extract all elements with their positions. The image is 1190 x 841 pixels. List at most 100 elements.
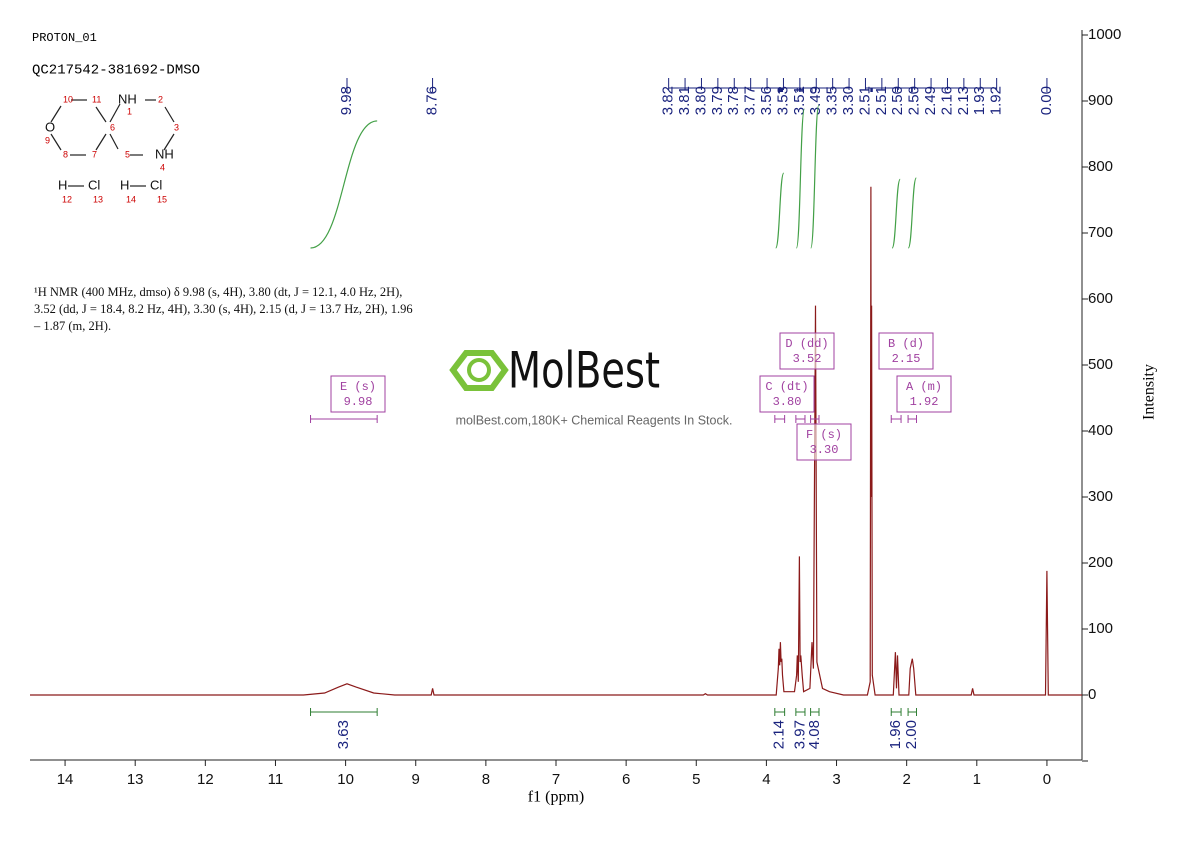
x-tick-label: 3 [832, 771, 840, 788]
atom-label: H [58, 177, 67, 192]
peak-label: 2.16 [938, 86, 955, 115]
x-tick-label: 12 [197, 771, 214, 788]
peak-label: 3.82 [660, 86, 677, 115]
atom-label: 2 [158, 94, 163, 104]
peak-label: 9.98 [338, 86, 355, 115]
logo: MolBest molBest.com,180K+ Chemical Reage… [449, 342, 733, 427]
integral-label: 3.97 [791, 720, 808, 749]
y-tick-label: 700 [1088, 224, 1113, 241]
multiplet-shift: 3.30 [810, 443, 839, 457]
peak-leader [668, 78, 780, 92]
peak-label: 3.30 [840, 86, 857, 115]
peak-label: 3.51 [791, 86, 808, 115]
integral-label: 3.63 [335, 720, 352, 749]
peak-label: 2.50 [906, 86, 923, 115]
atom-label: O [45, 119, 55, 134]
x-tick-label: 6 [622, 771, 630, 788]
peak-label: 1.93 [971, 86, 988, 115]
integral-curve [310, 120, 378, 249]
multiplet-box [779, 332, 835, 370]
integral-curve [810, 104, 820, 249]
peak-leader [750, 78, 784, 92]
x-tick-label: 11 [268, 771, 284, 788]
integral-curve [775, 172, 785, 249]
multiplet-shift: 3.52 [793, 352, 822, 366]
atom-label: H [120, 177, 129, 192]
y-tick-label: 400 [1088, 422, 1113, 439]
integral-label: 1.96 [887, 720, 904, 749]
x-tick-label: 13 [127, 771, 144, 788]
atom-label: 6 [110, 122, 115, 132]
peak-leader [766, 78, 798, 92]
x-tick-label: 0 [1043, 771, 1051, 788]
peak-leader [911, 78, 998, 92]
atom-label: 12 [62, 194, 72, 204]
peak-leader [717, 78, 782, 92]
peak-label: 3.81 [676, 86, 693, 115]
multiplet-box [878, 332, 934, 370]
peak-label: 2.51 [873, 86, 890, 115]
sample-name: QC217542-381692-DMSO [32, 63, 200, 79]
atom-label: 4 [160, 162, 165, 172]
x-tick-label: 8 [482, 771, 490, 788]
multiplet-name: C (dt) [765, 380, 808, 394]
integral-label: 2.00 [903, 720, 920, 749]
multiplet-shift: 2.15 [892, 352, 921, 366]
multiplet-name: B (d) [888, 337, 924, 351]
y-tick-label: 600 [1088, 290, 1113, 307]
experiment-name: PROTON_01 [32, 31, 97, 45]
x-tick-label: 7 [552, 771, 560, 788]
y-axis-label: Intensity [1141, 364, 1158, 420]
peak-leader [733, 78, 783, 92]
multiplet-box [796, 423, 852, 461]
peak-leader [799, 78, 802, 92]
atom-label: NH [118, 91, 137, 106]
x-axis-label: f1 (ppm) [528, 789, 584, 806]
atom-label: 5 [125, 149, 130, 159]
y-tick-label: 800 [1088, 158, 1113, 175]
integral-curve [907, 177, 917, 249]
multiplet-box [896, 375, 952, 413]
peak-leader [814, 78, 850, 92]
y-tick-label: 200 [1088, 554, 1113, 571]
nmr-description: ¹H NMR (400 MHz, dmso) δ 9.98 (s, 4H), 3… [34, 285, 413, 333]
x-tick-label: 2 [902, 771, 910, 788]
tagline: molBest.com,180K+ Chemical Reagents In S… [456, 413, 733, 427]
atom-label: 3 [174, 122, 179, 132]
peak-label: 3.56 [758, 86, 775, 115]
peak-label: 0.00 [1038, 86, 1055, 115]
integral-label: 4.08 [806, 720, 823, 749]
peak-label: 2.51 [856, 86, 873, 115]
multiplet-shift: 3.80 [773, 395, 802, 409]
atom-label: Cl [88, 177, 100, 192]
multiplet-shift: 9.98 [344, 395, 373, 409]
multiplet-name: D (dd) [785, 337, 828, 351]
multiplet-name: E (s) [340, 380, 376, 394]
y-tick-label: 900 [1088, 92, 1113, 109]
x-tick-label: 5 [692, 771, 700, 788]
integral-label: 2.14 [771, 720, 788, 749]
y-tick-label: 100 [1088, 620, 1113, 637]
peak-label: 3.49 [807, 86, 824, 115]
y-tick-label: 500 [1088, 356, 1113, 373]
spectrum-line [30, 186, 1082, 696]
peak-label: 8.76 [424, 86, 441, 115]
peak-label: 2.50 [889, 86, 906, 115]
integral-curve [795, 108, 806, 249]
atom-label: 11 [92, 94, 101, 104]
peak-label: 1.92 [988, 86, 1005, 115]
peak-label: 3.53 [774, 86, 791, 115]
peak-label: 3.79 [709, 86, 726, 115]
x-tick-label: 14 [57, 771, 74, 788]
peak-label: 3.80 [692, 86, 709, 115]
x-tick-label: 10 [337, 771, 354, 788]
x-tick-label: 9 [412, 771, 420, 788]
peak-label: 3.35 [824, 86, 841, 115]
integral-curve [891, 178, 901, 249]
atom-label: NH [155, 146, 174, 161]
atom-label: 15 [157, 194, 167, 204]
peak-label: 3.78 [725, 86, 742, 115]
peak-leader [684, 78, 781, 92]
